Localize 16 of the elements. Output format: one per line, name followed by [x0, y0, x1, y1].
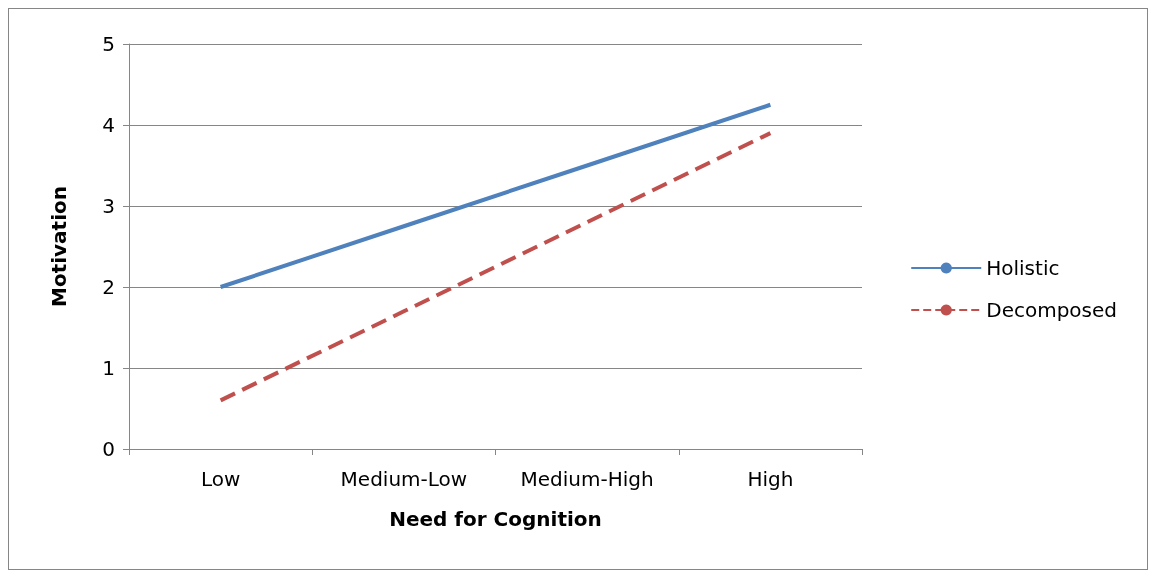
y-tick-label: 1	[102, 356, 115, 380]
y-tick-label: 4	[102, 113, 115, 137]
x-tick-label: Medium-Low	[340, 467, 468, 491]
x-tick-label: Low	[200, 467, 241, 491]
y-axis-title: Motivation	[47, 186, 71, 307]
line-series	[218, 102, 773, 289]
y-tick-label: 5	[102, 32, 115, 56]
y-tick-label: 3	[102, 194, 115, 218]
y-tick-label: 2	[102, 275, 115, 299]
line-series	[218, 131, 773, 403]
x-tick-label: Medium-High	[520, 467, 654, 491]
x-tick-label: High	[747, 467, 794, 491]
x-axis-title: Need for Cognition	[389, 507, 602, 531]
legend-label: Decomposed	[986, 298, 1118, 322]
y-tick-label: 0	[102, 437, 115, 461]
legend-label: Holistic	[986, 256, 1060, 280]
